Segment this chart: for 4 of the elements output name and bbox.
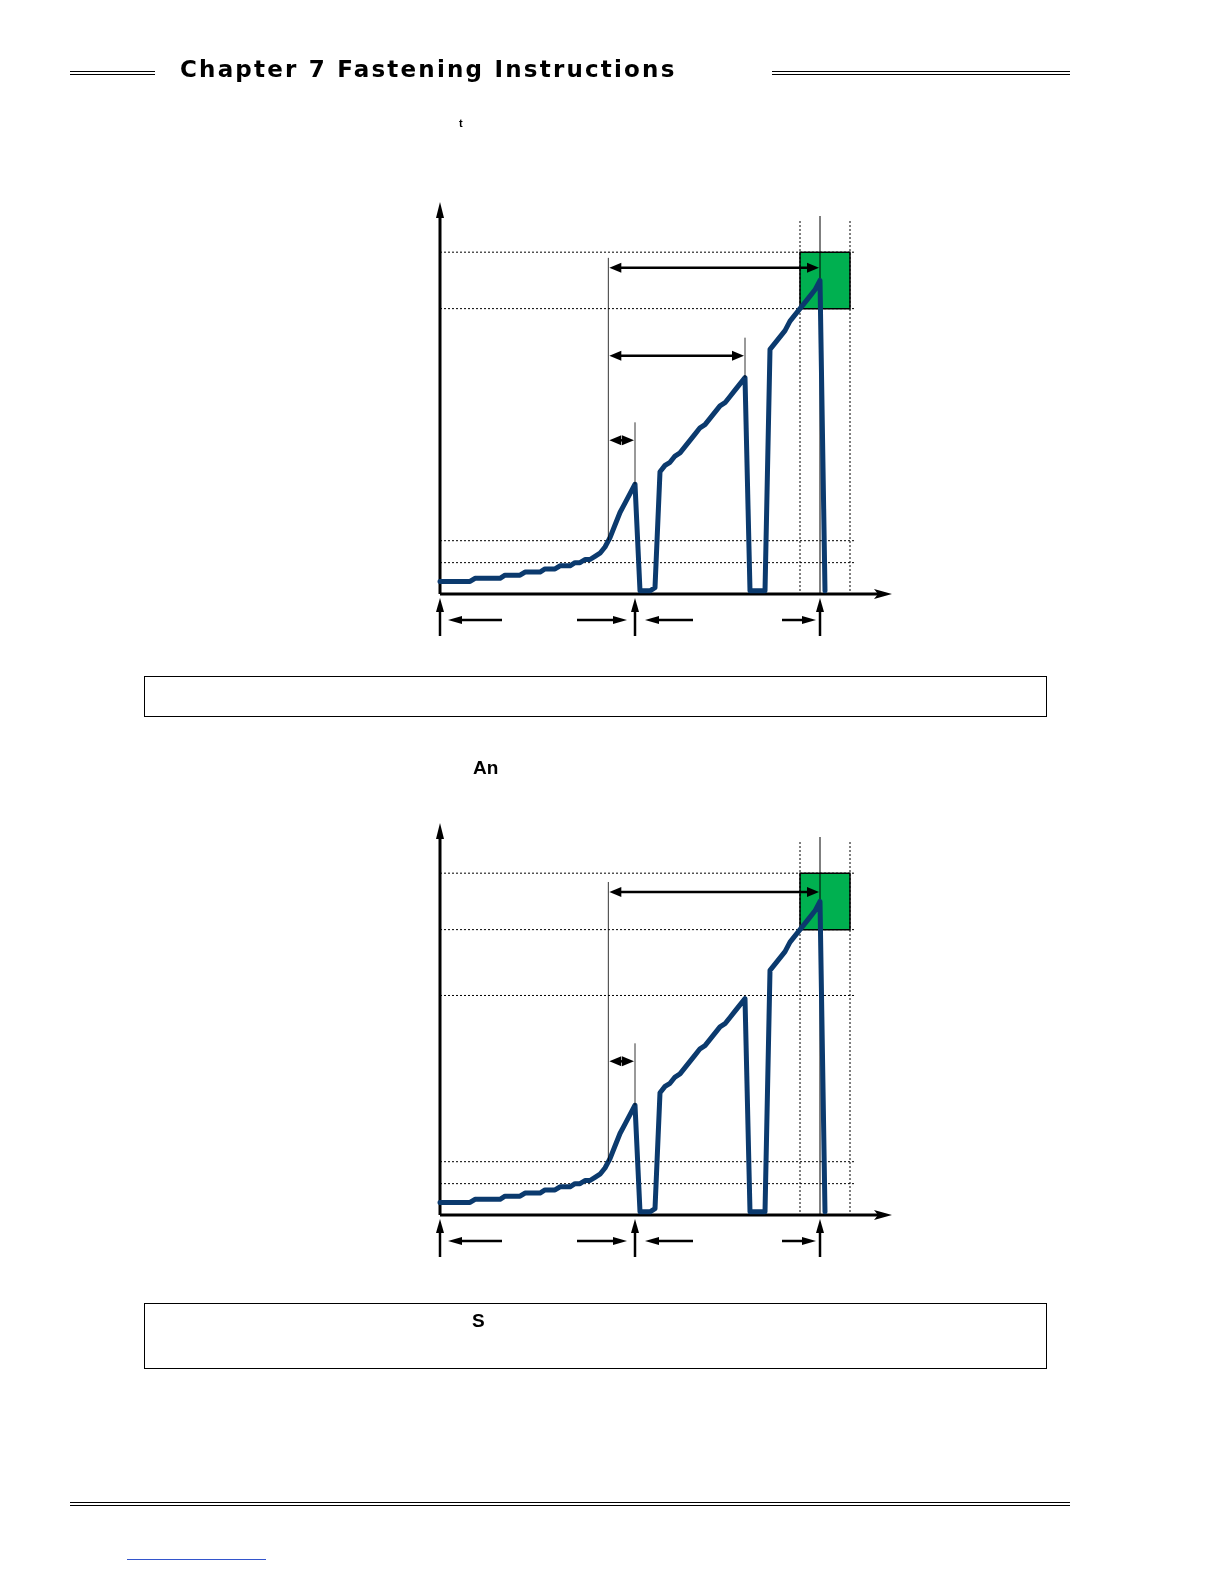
text: Chapter 7 Fastening Instructions xyxy=(180,56,677,82)
chart-title: An xyxy=(473,757,499,779)
chart-title: t xyxy=(459,117,463,129)
text: S xyxy=(472,1310,485,1332)
